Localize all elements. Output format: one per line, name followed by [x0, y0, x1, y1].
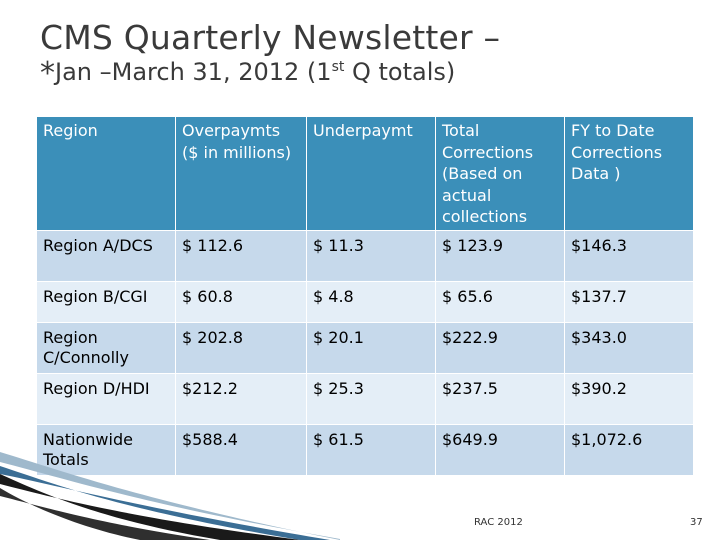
- title-star: *: [40, 55, 55, 91]
- page-number: 37: [690, 517, 703, 528]
- cell-fy-to-date: $146.3: [564, 229, 694, 282]
- cell-region: Region D/HDI: [36, 372, 176, 425]
- table-row: Region D/HDI $212.2 $ 25.3 $237.5 $390.2: [36, 372, 694, 425]
- slide-title: CMS Quarterly Newsletter – *Jan –March 3…: [40, 20, 500, 90]
- cell-underpayment: $ 11.3: [306, 229, 436, 282]
- cell-overpayments: $ 202.8: [175, 321, 307, 374]
- table-header-row: Region Overpaymts ($ in millions) Underp…: [36, 116, 694, 231]
- cell-fy-to-date: $137.7: [564, 280, 694, 323]
- cell-underpayment: $ 4.8: [306, 280, 436, 323]
- cell-fy-to-date: $1,072.6: [564, 423, 694, 476]
- title-date-range: Jan –March 31, 2012 (1: [55, 57, 332, 86]
- cell-total-corrections: $649.9: [435, 423, 565, 476]
- cell-region: Region B/CGI: [36, 280, 176, 323]
- header-overpayments: Overpaymts ($ in millions): [175, 116, 307, 231]
- cell-total-corrections: $237.5: [435, 372, 565, 425]
- cell-region: Region C/Connolly: [36, 321, 176, 374]
- table-row: Region A/DCS $ 112.6 $ 11.3 $ 123.9 $146…: [36, 229, 694, 282]
- header-underpayment: Underpaymt: [306, 116, 436, 231]
- cell-total-corrections: $ 65.6: [435, 280, 565, 323]
- cell-overpayments: $ 112.6: [175, 229, 307, 282]
- decorative-swoosh: [0, 452, 340, 540]
- cell-region: Region A/DCS: [36, 229, 176, 282]
- cell-underpayment: $ 61.5: [306, 423, 436, 476]
- title-quarter-label: Q totals): [344, 57, 456, 86]
- title-superscript: st: [331, 58, 345, 75]
- cell-region: Nationwide Totals: [36, 423, 176, 476]
- cell-underpayment: $ 25.3: [306, 372, 436, 425]
- cell-overpayments: $ 60.8: [175, 280, 307, 323]
- table-row-totals: Nationwide Totals $588.4 $ 61.5 $649.9 $…: [36, 423, 694, 476]
- title-line-2: *Jan –March 31, 2012 (1st Q totals): [40, 55, 500, 91]
- header-region: Region: [36, 116, 176, 231]
- cell-total-corrections: $ 123.9: [435, 229, 565, 282]
- cell-fy-to-date: $343.0: [564, 321, 694, 374]
- cell-underpayment: $ 20.1: [306, 321, 436, 374]
- cell-fy-to-date: $390.2: [564, 372, 694, 425]
- cell-overpayments: $588.4: [175, 423, 307, 476]
- header-total-corrections: Total Corrections (Based on actual colle…: [435, 116, 565, 231]
- cell-overpayments: $212.2: [175, 372, 307, 425]
- footer-label: RAC 2012: [474, 517, 523, 528]
- table-row: Region B/CGI $ 60.8 $ 4.8 $ 65.6 $137.7: [36, 280, 694, 323]
- header-fy-to-date: FY to Date Corrections Data ): [564, 116, 694, 231]
- table-row: Region C/Connolly $ 202.8 $ 20.1 $222.9 …: [36, 321, 694, 374]
- corrections-table: Region Overpaymts ($ in millions) Underp…: [36, 116, 694, 476]
- cell-total-corrections: $222.9: [435, 321, 565, 374]
- title-line-1: CMS Quarterly Newsletter –: [40, 18, 501, 57]
